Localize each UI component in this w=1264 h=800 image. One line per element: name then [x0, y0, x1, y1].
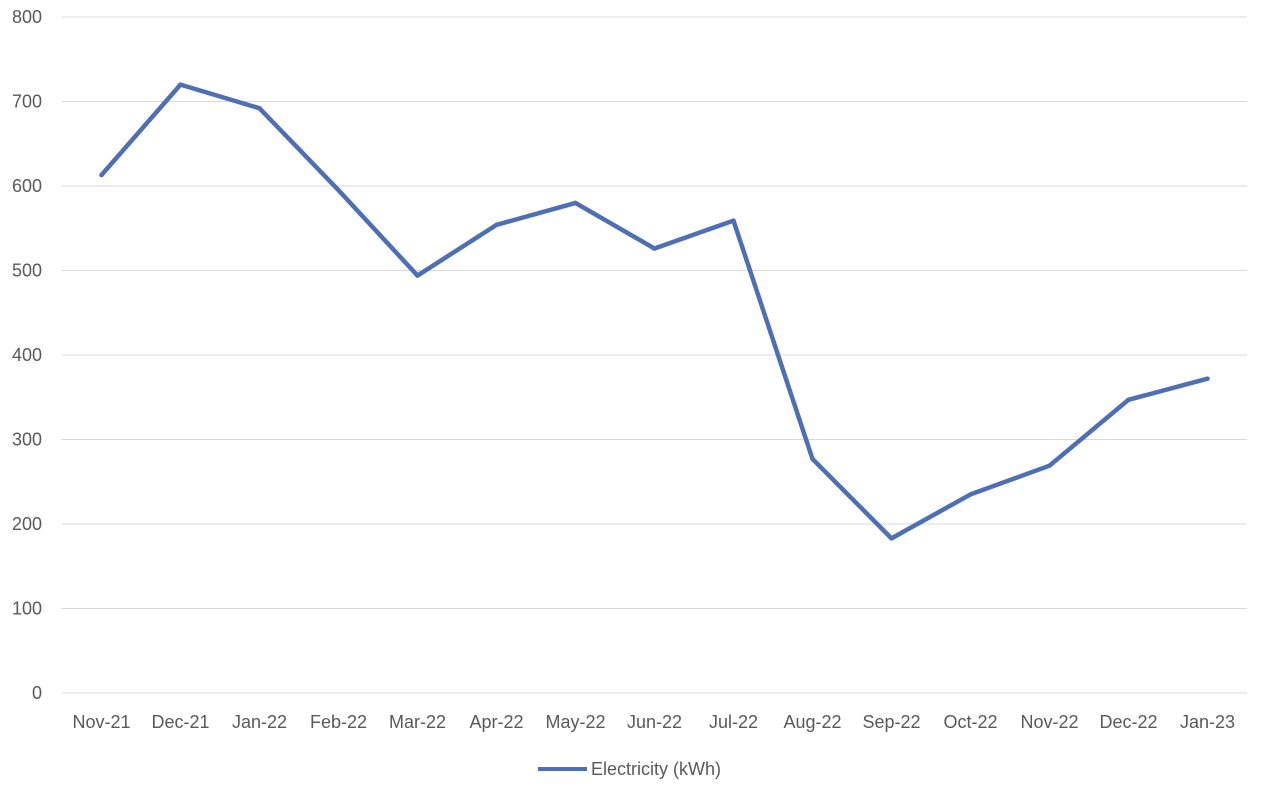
x-tick-label: Nov-21: [72, 712, 130, 732]
y-tick-label: 100: [12, 599, 42, 619]
data-point: [968, 492, 973, 497]
y-tick-label: 200: [12, 514, 42, 534]
data-point: [1205, 376, 1210, 381]
y-tick-label: 700: [12, 92, 42, 112]
x-tick-label: Aug-22: [783, 712, 841, 732]
data-point: [494, 222, 499, 228]
data-point: [1047, 463, 1052, 468]
x-tick-label: Feb-22: [310, 712, 367, 732]
y-tick-label: 400: [12, 345, 42, 365]
gridlines: [62, 16, 1247, 694]
x-tick-label: Jan-22: [232, 712, 287, 732]
data-point: [257, 106, 262, 111]
x-tick-label: Mar-22: [389, 712, 446, 732]
data-point: [810, 456, 815, 462]
data-point: [99, 172, 104, 178]
x-tick-label: Jul-22: [709, 712, 758, 732]
y-tick-label: 0: [32, 683, 42, 703]
y-tick-label: 600: [12, 176, 42, 196]
y-tick-label: 300: [12, 430, 42, 450]
series-layer: [99, 82, 1210, 541]
y-tick-label: 500: [12, 261, 42, 281]
y-tick-label: 800: [12, 7, 42, 27]
data-point: [1126, 397, 1131, 402]
legend-label: Electricity (kWh): [591, 759, 721, 779]
data-point: [731, 218, 736, 223]
series-line: [99, 82, 1210, 541]
x-tick-label: Jan-23: [1180, 712, 1235, 732]
x-tick-label: Nov-22: [1020, 712, 1078, 732]
data-point: [178, 82, 183, 87]
data-point: [573, 200, 578, 206]
x-tick-label: Dec-21: [151, 712, 209, 732]
x-tick-label: Oct-22: [943, 712, 997, 732]
x-axis-tick-labels: Nov-21 Dec-21 Jan-22 Feb-22 Mar-22 Apr-22 May-…: [72, 712, 1235, 732]
data-point: [889, 536, 894, 541]
x-tick-label: Dec-22: [1099, 712, 1157, 732]
data-point: [336, 188, 341, 193]
data-point: [415, 273, 420, 278]
data-point: [652, 246, 657, 251]
y-axis-tick-labels: 0 100 200 300 400 500 600 700 800: [12, 7, 42, 703]
legend: Electricity (kWh): [538, 759, 721, 779]
x-tick-label: May-22: [545, 712, 605, 732]
x-tick-label: Sep-22: [862, 712, 920, 732]
x-tick-label: Apr-22: [469, 712, 523, 732]
x-tick-label: Jun-22: [627, 712, 682, 732]
